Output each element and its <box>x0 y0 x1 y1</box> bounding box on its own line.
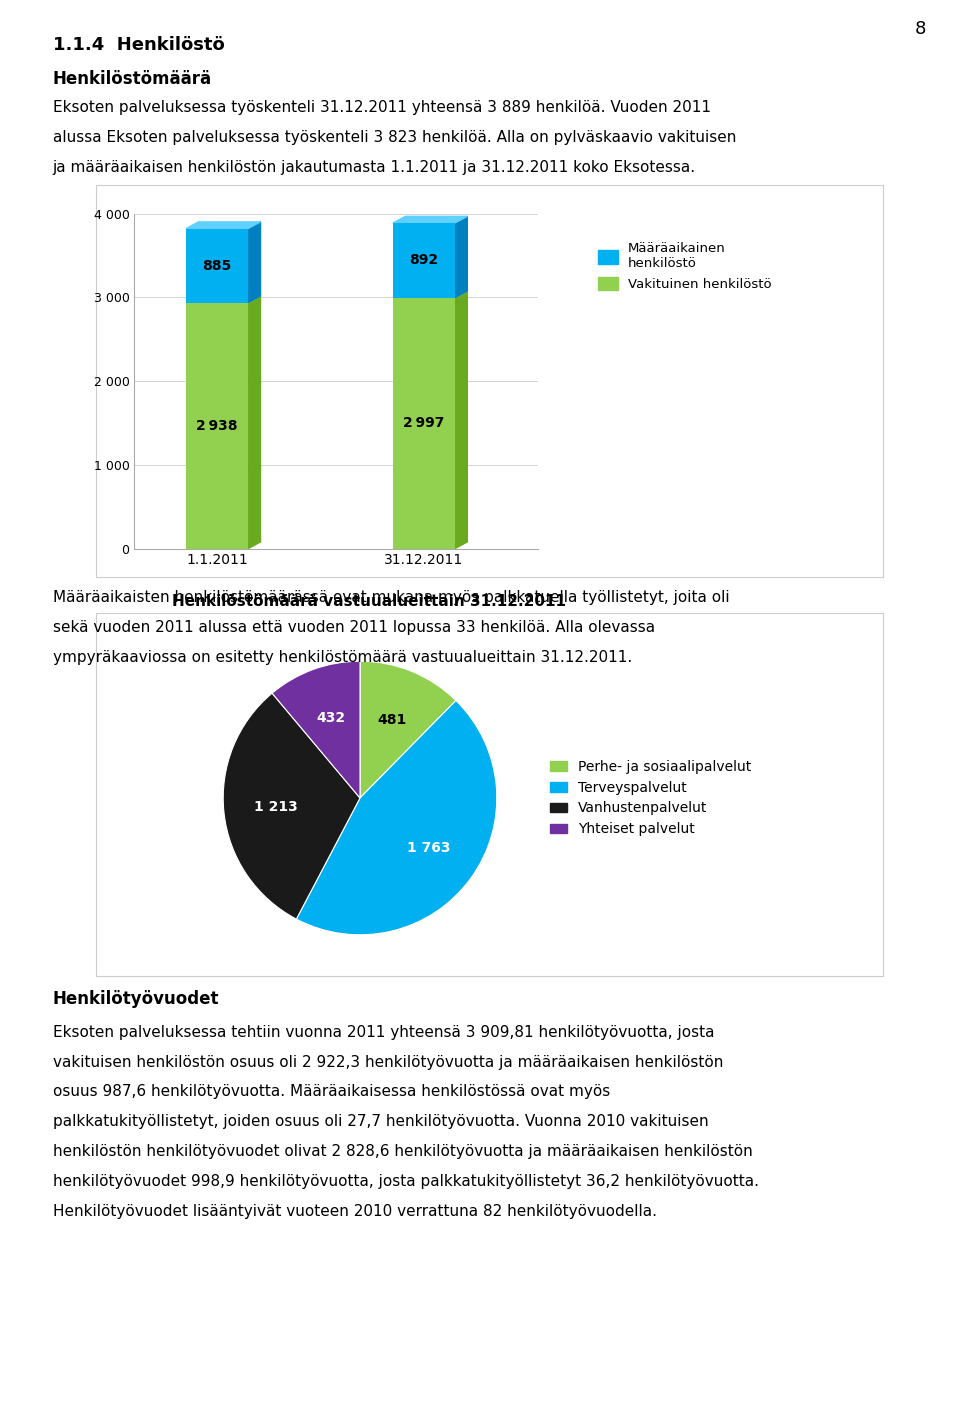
Polygon shape <box>248 222 260 302</box>
Polygon shape <box>248 296 260 549</box>
Wedge shape <box>272 661 360 798</box>
Wedge shape <box>224 693 360 919</box>
Polygon shape <box>393 291 468 298</box>
Bar <box>186 228 248 302</box>
Text: 2 938: 2 938 <box>197 419 238 433</box>
Text: sekä vuoden 2011 alussa että vuoden 2011 lopussa 33 henkilöä. Alla olevassa: sekä vuoden 2011 alussa että vuoden 2011… <box>53 620 655 636</box>
Text: Eksoten palveluksessa työskenteli 31.12.2011 yhteensä 3 889 henkilöä. Vuoden 201: Eksoten palveluksessa työskenteli 31.12.… <box>53 100 710 115</box>
Text: Eksoten palveluksessa tehtiin vuonna 2011 yhteensä 3 909,81 henkilötyövuotta, jo: Eksoten palveluksessa tehtiin vuonna 201… <box>53 1025 714 1040</box>
Polygon shape <box>455 217 468 298</box>
Text: Henkilöstömäärä: Henkilöstömäärä <box>53 70 212 88</box>
Text: Henkilöstömäärä vastuualueittain 31.12.2011: Henkilöstömäärä vastuualueittain 31.12.2… <box>172 594 565 610</box>
Text: palkkatukityöllistetyt, joiden osuus oli 27,7 henkilötyövuotta. Vuonna 2010 vaki: palkkatukityöllistetyt, joiden osuus oli… <box>53 1114 708 1130</box>
Text: alussa Eksoten palveluksessa työskenteli 3 823 henkilöä. Alla on pylväskaavio va: alussa Eksoten palveluksessa työskenteli… <box>53 130 736 145</box>
Text: Henkilötyövuodet lisääntyivät vuoteen 2010 verrattuna 82 henkilötyövuodella.: Henkilötyövuodet lisääntyivät vuoteen 20… <box>53 1204 657 1220</box>
Text: 8: 8 <box>915 20 926 38</box>
Text: 1.1.4  Henkilöstö: 1.1.4 Henkilöstö <box>53 36 225 54</box>
Bar <box>393 224 455 298</box>
Polygon shape <box>186 296 260 302</box>
Text: ympyräkaaviossa on esitetty henkilöstömäärä vastuualueittain 31.12.2011.: ympyräkaaviossa on esitetty henkilöstömä… <box>53 650 632 665</box>
Text: 432: 432 <box>317 711 346 725</box>
Text: Henkilötyövuodet: Henkilötyövuodet <box>53 990 219 1009</box>
Legend: Perhe- ja sosiaalipalvelut, Terveyspalvelut, Vanhustenpalvelut, Yhteiset palvelu: Perhe- ja sosiaalipalvelut, Terveyspalve… <box>544 754 756 842</box>
Text: vakituisen henkilöstön osuus oli 2 922,3 henkilötyövuotta ja määräaikaisen henki: vakituisen henkilöstön osuus oli 2 922,3… <box>53 1054 723 1070</box>
Wedge shape <box>360 661 456 798</box>
Text: henkilötyövuodet 998,9 henkilötyövuotta, josta palkkatukityöllistetyt 36,2 henki: henkilötyövuodet 998,9 henkilötyövuotta,… <box>53 1174 758 1190</box>
Polygon shape <box>186 222 260 228</box>
Text: 892: 892 <box>409 254 439 268</box>
Text: henkilöstön henkilötyövuodet olivat 2 828,6 henkilötyövuotta ja määräaikaisen he: henkilöstön henkilötyövuodet olivat 2 82… <box>53 1144 753 1160</box>
Text: osuus 987,6 henkilötyövuotta. Määräaikaisessa henkilöstössä ovat myös: osuus 987,6 henkilötyövuotta. Määräaikai… <box>53 1084 610 1100</box>
Text: 481: 481 <box>377 712 407 727</box>
Wedge shape <box>297 701 496 935</box>
Text: ja määräaikaisen henkilöstön jakautumasta 1.1.2011 ja 31.12.2011 koko Eksotessa.: ja määräaikaisen henkilöstön jakautumast… <box>53 160 696 175</box>
Bar <box>186 302 248 549</box>
Bar <box>393 298 455 549</box>
Polygon shape <box>455 291 468 549</box>
Text: 1 213: 1 213 <box>253 799 298 814</box>
Text: Määräaikaisten henkilöstömäärässä ovat mukana myös palkkatuella työllistetyt, jo: Määräaikaisten henkilöstömäärässä ovat m… <box>53 590 730 606</box>
Text: 2 997: 2 997 <box>403 416 444 430</box>
Text: 885: 885 <box>203 258 231 272</box>
Text: 1 763: 1 763 <box>407 841 450 855</box>
Legend: Määräaikainen
henkilöstö, Vakituinen henkilöstö: Määräaikainen henkilöstö, Vakituinen hen… <box>592 237 777 296</box>
Polygon shape <box>393 217 468 224</box>
